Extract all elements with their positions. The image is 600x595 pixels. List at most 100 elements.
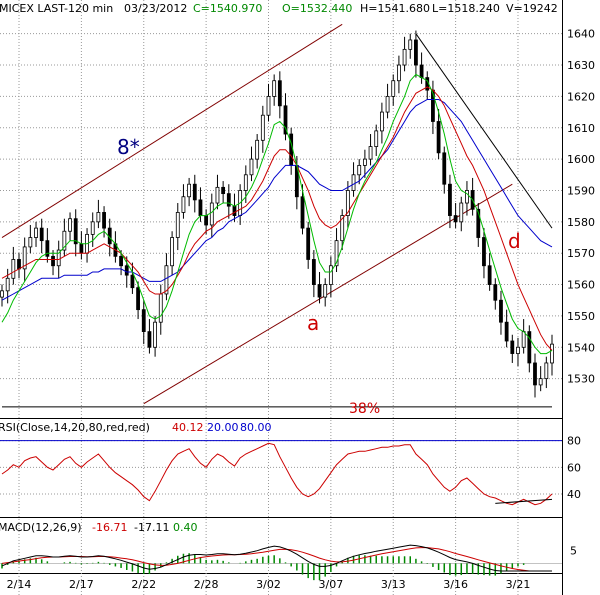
- candle-body: [0, 290, 4, 298]
- candle-body: [368, 146, 373, 160]
- candle-body: [141, 309, 146, 333]
- price-tick-label: 1550: [567, 310, 595, 323]
- candle-body: [62, 230, 67, 251]
- rsi-upper: 80.00: [240, 421, 272, 434]
- candle-body: [550, 343, 554, 364]
- candle-body: [397, 64, 401, 82]
- date-tick-label: 3/13: [381, 578, 406, 591]
- price-tick-label: 1560: [567, 279, 595, 292]
- candle-body: [442, 152, 447, 185]
- candle-body: [289, 133, 294, 166]
- wave-a-label: a: [307, 311, 319, 335]
- candle-body: [328, 265, 333, 285]
- candle-body: [521, 331, 526, 348]
- candle-body: [538, 378, 543, 386]
- macd-plot: [0, 544, 562, 581]
- x-axis-labels: 2/14 2/17 2/22 2/28 3/02 3/07 3/13 3/16 3/21: [7, 578, 531, 591]
- trend-channel: [1, 23, 553, 408]
- candle-body: [45, 240, 50, 257]
- candle-body: [119, 255, 123, 267]
- candle-body: [266, 96, 271, 116]
- fib-38-label: 38%: [349, 401, 380, 417]
- candle-body: [17, 259, 21, 270]
- candle-body: [323, 284, 328, 298]
- candle-body: [260, 114, 265, 141]
- macd-value: -16.71: [92, 521, 127, 534]
- candle-body: [300, 196, 305, 229]
- macd-signal-value: -17.11: [134, 521, 169, 534]
- date-tick-label: 3/16: [443, 578, 468, 591]
- candle-body: [510, 340, 515, 354]
- candle-body: [124, 265, 129, 276]
- candle-body: [504, 321, 509, 342]
- date-tick-label: 3/21: [506, 578, 531, 591]
- price-tick-label: 1640: [567, 28, 595, 41]
- candle-body: [493, 284, 498, 301]
- price-tick-label: 1630: [567, 59, 595, 72]
- candle-body: [306, 227, 311, 260]
- header-high: H=1541.680: [360, 2, 430, 15]
- rsi-tick-label: 80: [567, 435, 581, 448]
- candle-body: [158, 293, 163, 323]
- candle-body: [102, 212, 106, 229]
- price-candles: [0, 30, 554, 398]
- price-tick-label: 1570: [567, 247, 595, 260]
- rsi-tick-label: 60: [567, 461, 581, 474]
- date-tick-label: 2/14: [7, 578, 32, 591]
- candle-body: [255, 139, 260, 160]
- candle-body: [487, 265, 492, 285]
- candle-body: [187, 183, 192, 198]
- macd-title: MACD(12,26,9): [0, 521, 82, 534]
- candle-body: [130, 274, 135, 289]
- candle-body: [334, 240, 339, 267]
- candle-body: [175, 212, 180, 238]
- header-date: 03/23/2012: [124, 2, 187, 15]
- candle-body: [465, 190, 469, 204]
- candle-body: [482, 237, 486, 267]
- candle-body: [164, 265, 169, 295]
- price-tick-label: 1580: [567, 216, 595, 229]
- header-close: C=1540.970: [193, 2, 262, 15]
- candle-body: [374, 130, 379, 147]
- candle-body: [476, 208, 481, 238]
- downtrend-line: [415, 33, 553, 229]
- header-symbol: MICEX LAST-120 min: [0, 2, 113, 15]
- candle-body: [198, 199, 203, 216]
- candle-body: [73, 218, 78, 245]
- rsi-line: [1, 442, 553, 506]
- candle-body: [402, 48, 407, 66]
- candle-body: [391, 80, 396, 97]
- candle-body: [34, 227, 38, 238]
- candle-body: [181, 196, 186, 213]
- candle-body: [277, 80, 282, 107]
- candle-body: [221, 186, 226, 195]
- panel-frames: [0, 0, 563, 595]
- candle-body: [272, 80, 277, 97]
- date-tick-label: 2/28: [194, 578, 219, 591]
- candle-body: [79, 243, 84, 254]
- candle-body: [147, 331, 152, 348]
- rsi-title: RSI(Close,14,20,80,red,red): [0, 421, 150, 434]
- candle-body: [414, 39, 418, 66]
- candle-body: [204, 215, 209, 226]
- candle-body: [379, 111, 384, 132]
- ma-mid-line: [1, 86, 553, 351]
- candle-body: [11, 259, 16, 279]
- date-tick-label: 3/07: [319, 578, 344, 591]
- header-open: O=1532.440: [282, 2, 352, 15]
- candle-body: [544, 362, 549, 380]
- wave-8-label: 8*: [117, 135, 140, 159]
- rsi-value: 40.12: [172, 421, 204, 434]
- candle-body: [90, 221, 95, 235]
- price-tick-label: 1590: [567, 184, 595, 197]
- candle-body: [385, 96, 390, 113]
- rsi-tick-label: 40: [567, 488, 581, 501]
- candle-body: [96, 212, 101, 223]
- moving-averages: [1, 73, 553, 355]
- candle-body: [317, 284, 322, 298]
- rsi-plot: [1, 442, 553, 506]
- date-tick-label: 2/22: [131, 578, 156, 591]
- candle-body: [453, 215, 458, 223]
- candle-body: [533, 362, 537, 386]
